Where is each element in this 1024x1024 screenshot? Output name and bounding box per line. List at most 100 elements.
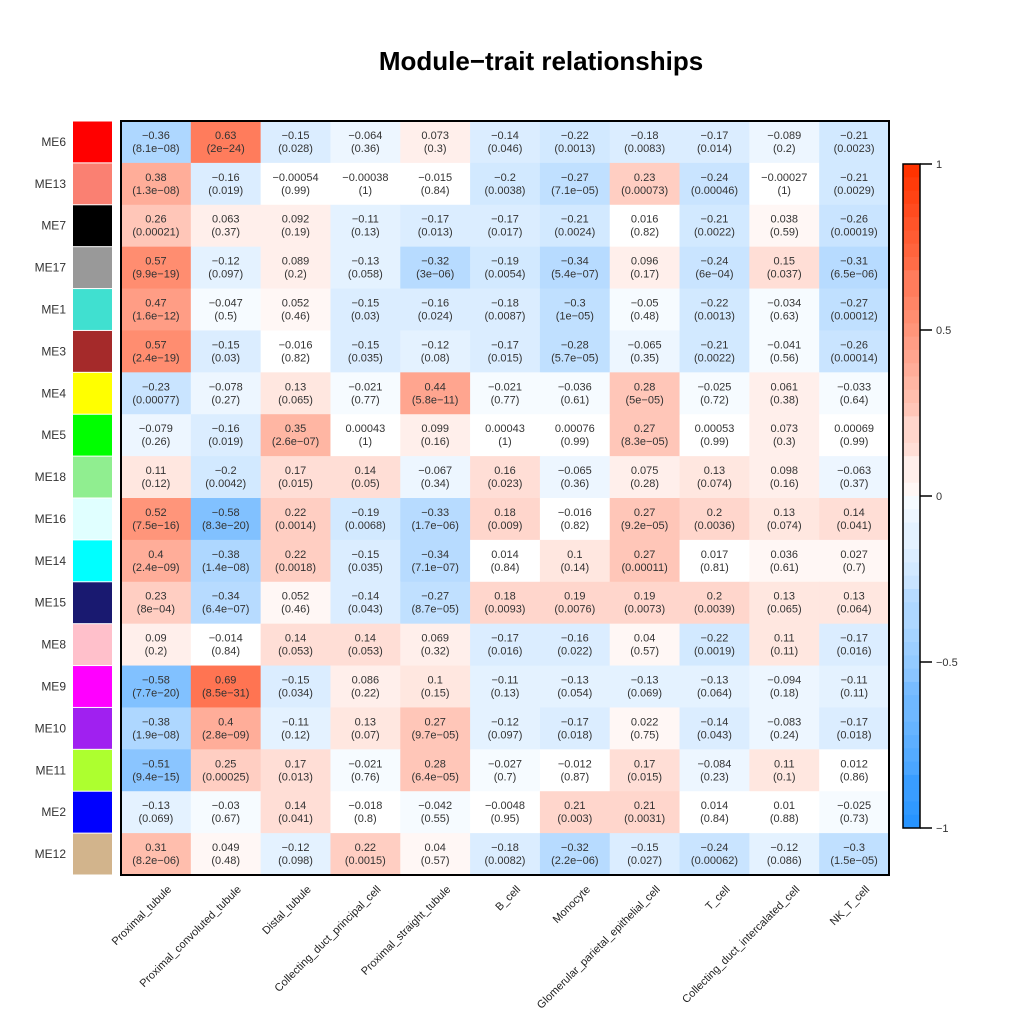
cell-pvalue-label: (0.16): [421, 436, 450, 448]
module-swatch-me11: [73, 749, 112, 791]
row-label: ME11: [36, 763, 67, 777]
module-swatch-me7: [73, 205, 112, 247]
heatmap-cell: [260, 623, 331, 667]
heatmap-cell: [539, 791, 611, 834]
heatmap-cell: [190, 498, 262, 541]
cell-pvalue-label: (0.0054): [485, 269, 526, 281]
cell-correlation-label: −0.025: [697, 381, 731, 393]
heatmap-cell: [190, 539, 262, 583]
heatmap-cell: [260, 539, 331, 583]
legend-color-step: [903, 363, 920, 377]
cell-correlation-label: −0.38: [142, 716, 170, 728]
heatmap-cell: [121, 162, 192, 206]
heatmap-cell: [470, 749, 541, 792]
module-color-swatches: [73, 121, 112, 875]
row-label: ME16: [35, 512, 67, 526]
cell-correlation-label: 0.4: [148, 549, 163, 561]
cell-pvalue-label: (0.12): [142, 478, 171, 490]
heatmap-cell: [679, 456, 750, 499]
legend-color-step: [903, 456, 920, 470]
heatmap-cell: [190, 372, 262, 415]
cell-pvalue-label: (0.82): [560, 520, 589, 532]
heatmap-cell: [190, 707, 262, 750]
cell-pvalue-label: (0.28): [630, 478, 659, 490]
cell-pvalue-label: (0.0018): [275, 562, 316, 574]
heatmap-cell: [260, 581, 331, 625]
cell-pvalue-label: (0.0076): [554, 604, 595, 616]
cell-correlation-label: 0.28: [424, 758, 445, 770]
heatmap-cell: [819, 498, 890, 541]
heatmap-cell: [819, 791, 890, 834]
chart-title: Module−trait relationships: [379, 46, 703, 76]
module-swatch-me18: [73, 456, 112, 498]
cell-correlation-label: 0.036: [771, 549, 799, 561]
cell-correlation-label: 0.31: [145, 842, 166, 854]
cell-pvalue-label: (5.7e−05): [551, 352, 598, 364]
legend-color-step: [903, 695, 920, 709]
heatmap-cell: [400, 414, 471, 457]
cell-pvalue-label: (0.23): [700, 771, 729, 783]
heatmap-cell: [609, 372, 681, 415]
cell-pvalue-label: (0.046): [488, 143, 523, 155]
column-label: Proximal_tubule: [110, 884, 174, 948]
cell-correlation-label: 0.1: [567, 549, 582, 561]
cell-correlation-label: −0.17: [840, 716, 868, 728]
cell-correlation-label: −0.13: [351, 256, 379, 268]
heatmap-cell: [539, 456, 611, 499]
cell-pvalue-label: (0.086): [767, 855, 802, 867]
cell-correlation-label: 0.16: [494, 465, 515, 477]
cell-pvalue-label: (0.84): [700, 813, 729, 825]
cell-correlation-label: −0.21: [561, 214, 589, 226]
cell-correlation-label: −0.33: [421, 507, 449, 519]
cell-pvalue-label: (0.0039): [694, 604, 735, 616]
module-swatch-me2: [73, 791, 112, 833]
cell-correlation-label: −0.58: [142, 675, 170, 687]
legend-color-step: [903, 349, 920, 364]
cell-pvalue-label: (0.08): [421, 352, 450, 364]
module-swatch-me5: [73, 414, 112, 456]
cell-correlation-label: 0.00043: [485, 423, 525, 435]
heatmap-cell: [190, 623, 262, 667]
heatmap-cell: [539, 246, 611, 290]
legend-color-step: [903, 243, 920, 258]
cell-pvalue-label: (9.4e−15): [132, 771, 179, 783]
cell-pvalue-label: (0.03): [351, 311, 380, 323]
cell-correlation-label: −0.14: [351, 591, 379, 603]
cell-correlation-label: 0.25: [215, 758, 236, 770]
cell-pvalue-label: (1): [359, 185, 372, 197]
cell-pvalue-label: (0.3): [424, 143, 447, 155]
cell-correlation-label: −0.24: [701, 172, 729, 184]
heatmap-cell: [260, 414, 331, 457]
heatmap-cell: [400, 330, 471, 373]
cell-correlation-label: 0.063: [212, 214, 240, 226]
column-label: Monocyte: [551, 884, 593, 926]
legend-color-step: [903, 721, 920, 736]
cell-correlation-label: −0.2: [494, 172, 516, 184]
cell-pvalue-label: (0.84): [211, 646, 240, 658]
legend-color-step: [903, 190, 920, 205]
heatmap-cell: [190, 791, 262, 834]
cell-correlation-label: 0.28: [634, 381, 655, 393]
heatmap-cell: [330, 833, 401, 876]
cell-correlation-label: 0.01: [774, 800, 795, 812]
cell-correlation-label: −0.17: [840, 633, 868, 645]
heatmap-cell: [260, 121, 331, 164]
heatmap-cell: [260, 456, 331, 499]
heatmap-cell: [679, 204, 750, 248]
legend-color-step: [903, 376, 920, 391]
heatmap-cell: [609, 246, 681, 290]
legend-color-step: [903, 469, 920, 484]
legend-color-step: [903, 164, 920, 178]
cell-correlation-label: −0.15: [282, 130, 310, 142]
cell-pvalue-label: (0.015): [627, 771, 662, 783]
cell-pvalue-label: (0.041): [837, 520, 872, 532]
cell-correlation-label: −0.078: [209, 381, 243, 393]
legend-color-step: [903, 230, 920, 245]
cell-correlation-label: −0.00054: [272, 172, 318, 184]
heatmap-cell: [470, 162, 541, 206]
legend-tick-label: −1: [936, 823, 949, 835]
heatmap-cell: [539, 330, 611, 373]
heatmap-cell: [121, 665, 192, 708]
cell-correlation-label: −0.18: [631, 130, 659, 142]
cell-correlation-label: 0.19: [564, 591, 585, 603]
